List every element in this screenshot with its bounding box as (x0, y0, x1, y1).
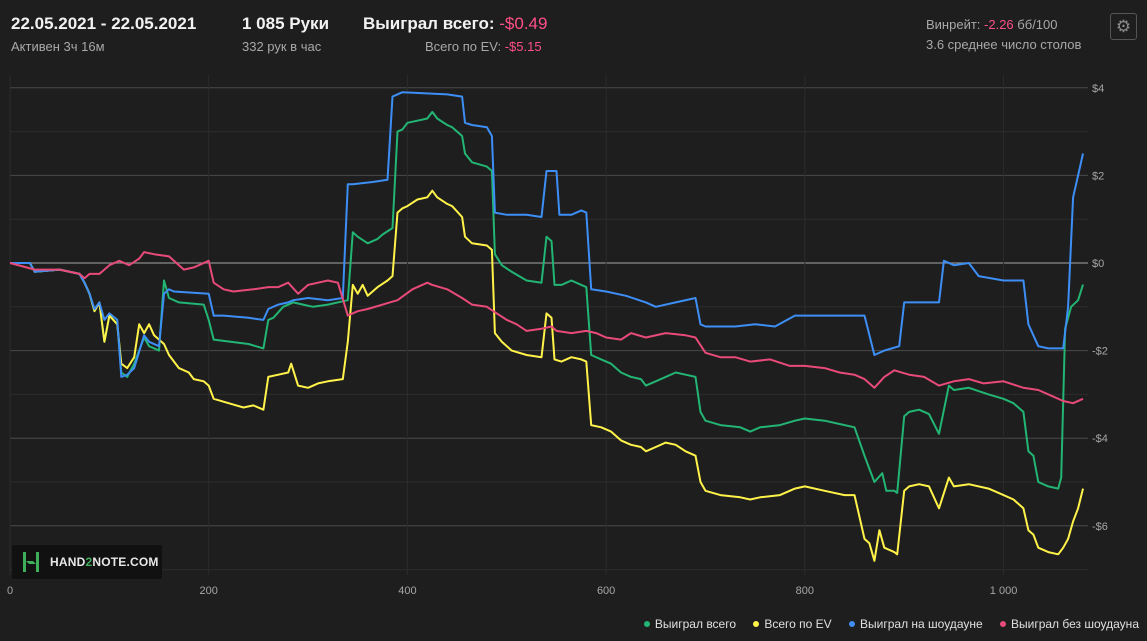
hands-count: 1 085 Руки (242, 14, 330, 33)
ev-total-value: -$5.15 (504, 39, 542, 54)
avg-tables: 3.6 среднее число столов (926, 37, 1082, 52)
x-tick-label: 1 000 (990, 585, 1018, 597)
hand2note-logo-icon (23, 552, 39, 572)
profit-chart: $4 $2 $0 -$2 -$4 -$6 0 200 400 600 800 1 000 (7, 75, 1108, 597)
ev-total-label: Всего по EV: (425, 39, 502, 54)
hand2note-logo: HAND2NOTE.COM (12, 545, 162, 579)
stats-header: 22.05.2021 - 22.05.2021 Активен 3ч 16м 1… (0, 0, 1147, 60)
legend-dot (753, 620, 760, 627)
x-tick-label: 0 (7, 585, 13, 597)
winrate-label: Винрейт: (926, 17, 981, 32)
series-line-3 (9, 251, 1084, 405)
legend-item-won-total[interactable]: Выиграл всего (643, 617, 736, 631)
gear-icon[interactable]: ⚙ (1110, 13, 1137, 40)
y-tick-label: $2 (1092, 170, 1104, 182)
legend-item-showdown[interactable]: Выиграл на шоудауне (849, 617, 983, 631)
y-tick-label: $0 (1092, 258, 1104, 270)
x-tick-label: 400 (398, 585, 416, 597)
legend-item-ev[interactable]: Всего по EV (753, 617, 832, 631)
legend-dot (849, 620, 856, 627)
won-total: Выиграл всего: -$0.49 (363, 14, 547, 34)
winrate-unit: бб/100 (1017, 17, 1058, 32)
winrate: Винрейт: -2.26 бб/100 (926, 17, 1058, 32)
y-tick-label: -$2 (1092, 346, 1108, 358)
date-range: 22.05.2021 - 22.05.2021 (11, 14, 197, 33)
chart-ticks: $4 $2 $0 -$2 -$4 -$6 0 200 400 600 800 1 000 (7, 83, 1108, 597)
chart-series (9, 91, 1084, 562)
series-line-0 (10, 110, 1084, 494)
won-total-value: -$0.49 (499, 14, 548, 33)
winrate-value: -2.26 (984, 17, 1014, 32)
won-total-label: Выиграл всего: (363, 14, 495, 33)
series-line-2 (10, 91, 1084, 378)
logo-text: HAND2NOTE.COM (50, 555, 159, 569)
x-tick-label: 600 (597, 585, 615, 597)
y-tick-label: -$6 (1092, 521, 1108, 533)
legend-dot (1000, 620, 1006, 627)
active-time: Активен 3ч 16м (11, 39, 105, 54)
x-tick-label: 800 (796, 585, 814, 597)
chart-legend: Выиграл всего Всего по EV Выиграл на шоу… (630, 617, 1139, 631)
y-tick-label: $4 (1092, 83, 1104, 95)
hands-per-hour: 332 рук в час (242, 39, 322, 54)
series-line-1 (10, 189, 1084, 562)
legend-dot (643, 620, 650, 627)
chart-grid (9, 75, 1088, 575)
legend-item-no-showdown[interactable]: Выиграл без шоудауна (1000, 617, 1139, 631)
ev-total: Всего по EV: -$5.15 (425, 39, 542, 54)
y-tick-label: -$4 (1092, 433, 1108, 445)
x-tick-label: 200 (200, 585, 218, 597)
